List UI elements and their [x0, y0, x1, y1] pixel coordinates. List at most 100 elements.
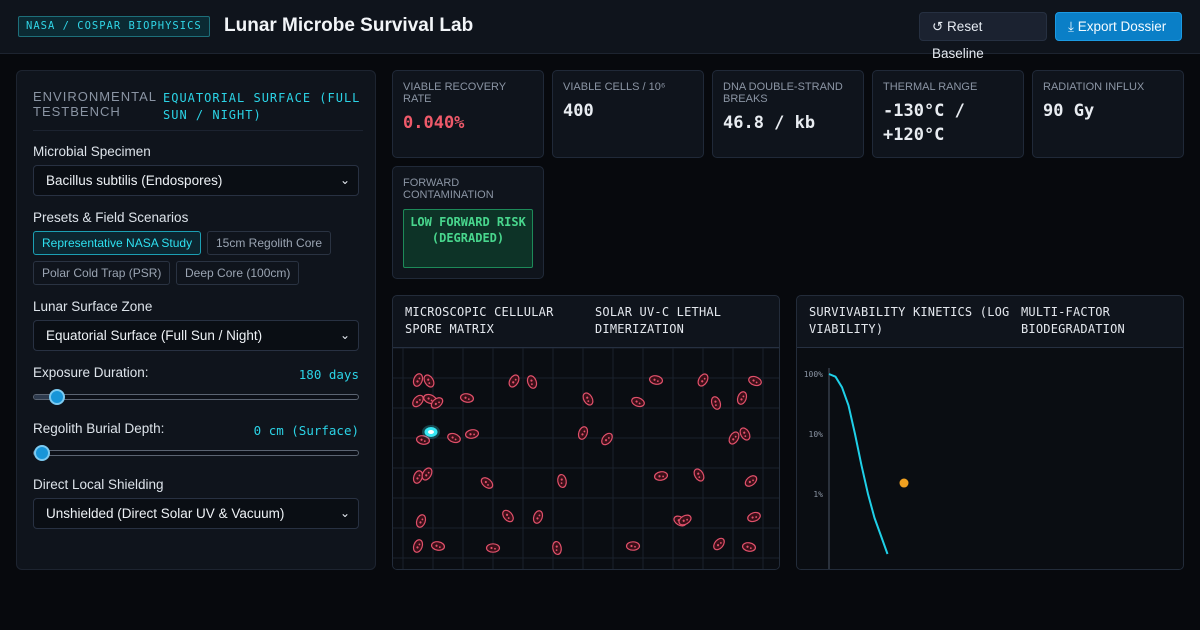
spore-membrane — [421, 467, 433, 481]
spore-core — [507, 517, 510, 519]
spore-membrane — [653, 471, 669, 481]
spore-cell — [713, 537, 725, 551]
metric-label: DNA Double-Strand Breaks — [723, 81, 843, 105]
spore-membrane — [508, 374, 520, 388]
spore-core — [752, 479, 754, 482]
spore-core — [638, 402, 641, 405]
metric-card-radiation-influx: Radiation Influx 90 Gy — [1032, 70, 1184, 158]
spore-membrane — [412, 373, 424, 387]
uv-panel-title: SOLAR UV-C LETHAL DIMERIZATION — [595, 305, 722, 336]
shielding-label: Direct Local Shielding — [33, 477, 164, 492]
spore-core — [454, 438, 457, 441]
metric-value: 0.040% — [403, 113, 465, 133]
spore-core — [716, 544, 720, 547]
specimen-label: Microbial Specimen — [33, 144, 151, 159]
exposure-slider[interactable] — [33, 389, 359, 405]
specimen-select[interactable]: Bacillus subtilis (Endospores) ⌄ — [33, 165, 359, 196]
spore-core — [748, 480, 751, 484]
spore-core — [682, 519, 685, 522]
shielding-select-value: Unshielded (Direct Solar UV & Vacuum) — [46, 506, 285, 521]
kinetics-chart-svg: 100% 10% 1% — [804, 368, 909, 569]
spore-panel-title: MICROSCOPIC CELLULAR SPORE MATRIX — [405, 305, 554, 336]
spore-core — [703, 377, 706, 380]
current-viability-marker[interactable] — [899, 478, 909, 488]
spore-cell — [710, 396, 722, 410]
metric-label: Viable Cells / 10⁶ — [563, 81, 666, 93]
spore-cell — [582, 392, 594, 406]
preset-regolith-core[interactable]: 15cm Regolith Core — [207, 231, 332, 255]
spore-core — [742, 395, 745, 398]
spore-membrane — [430, 541, 446, 551]
spore-core — [746, 545, 749, 548]
spore-cell — [744, 475, 758, 487]
spore-core — [755, 516, 758, 518]
forward-contamination-card: Forward Contamination LOW FORWARD RISK (… — [392, 166, 544, 279]
kinetics-chart-area: 100% 10% 1% — [797, 348, 1183, 569]
preset-polar-cold-trap[interactable]: Polar Cold Trap (PSR) — [33, 261, 171, 285]
spore-membrane — [430, 397, 444, 409]
spore-core — [416, 546, 419, 549]
spore-core — [697, 472, 700, 475]
spore-core — [751, 516, 754, 519]
spore-membrane — [415, 435, 431, 445]
reset-baseline-button[interactable]: ↺ Reset Baseline — [919, 12, 1047, 61]
agency-badge: NASA / COSPAR BIOPHYSICS — [18, 16, 210, 37]
spore-matrix-canvas[interactable] — [393, 347, 779, 569]
spore-core — [555, 549, 558, 552]
spore-core — [467, 398, 470, 401]
viable-spore[interactable] — [422, 425, 440, 439]
spore-cell — [697, 373, 709, 387]
spore-cell — [736, 391, 748, 405]
metric-card-viable-cells: Viable Cells / 10⁶ 400 — [552, 70, 704, 158]
spore-membrane — [713, 537, 725, 551]
spore-cell — [415, 514, 427, 528]
metric-value: 90 Gy — [1043, 101, 1095, 121]
spore-cell — [464, 429, 480, 439]
exposure-slider-thumb[interactable] — [48, 389, 65, 405]
export-dossier-button[interactable]: ⤓ Export Dossier — [1055, 12, 1182, 41]
spore-cell — [412, 539, 424, 553]
spore-core — [418, 474, 421, 477]
spore-core — [490, 546, 493, 550]
spore-cell — [423, 374, 435, 388]
spore-cell — [552, 540, 562, 556]
zone-select[interactable]: Equatorial Surface (Full Sun / Night) ⌄ — [33, 320, 359, 351]
spore-cell — [508, 374, 520, 388]
spore-membrane — [739, 427, 751, 441]
spore-cell — [459, 393, 475, 403]
spore-core — [656, 380, 659, 383]
risk-status-badge: LOW FORWARD RISK (DEGRADED) — [403, 209, 533, 268]
burial-slider-thumb[interactable] — [34, 445, 50, 461]
metric-label: Forward Contamination — [403, 177, 494, 201]
spore-core — [438, 546, 441, 549]
spore-core — [715, 404, 717, 407]
zone-label: Lunar Surface Zone — [33, 299, 153, 314]
spore-core — [586, 396, 589, 399]
spore-core — [487, 483, 489, 486]
y-tick-label: 10% — [809, 430, 824, 439]
spore-cell — [412, 394, 424, 408]
spore-core — [418, 543, 421, 546]
burial-label: Regolith Burial Depth: — [33, 421, 165, 436]
burial-slider[interactable] — [33, 445, 359, 461]
specimen-select-value: Bacillus subtilis (Endospores) — [46, 173, 223, 188]
spore-core — [743, 431, 746, 434]
preset-deep-core[interactable]: Deep Core (100cm) — [176, 261, 300, 285]
kinetics-panel-title: SURVIVABILITY KINETICS (LOG VIABILITY) — [809, 305, 1010, 336]
spore-core — [634, 545, 636, 548]
spore-cell — [631, 396, 645, 408]
spore-core — [505, 513, 509, 516]
spore-core — [587, 400, 590, 403]
metric-label: Thermal Range — [883, 81, 978, 93]
spore-core — [658, 475, 661, 478]
spore-membrane — [693, 468, 705, 482]
spore-membrane — [601, 432, 613, 446]
shielding-select[interactable]: Unshielded (Direct Solar UV & Vacuum) ⌄ — [33, 498, 359, 529]
spore-core — [662, 475, 665, 478]
preset-nasa-study[interactable]: Representative NASA Study — [33, 231, 202, 255]
metric-card-recovery-rate: Viable Recovery Rate 0.040% — [392, 70, 544, 158]
spore-core — [430, 399, 433, 402]
viable-spore-core — [428, 430, 434, 434]
spore-membrane — [631, 396, 645, 408]
spore-matrix-svg — [393, 347, 779, 569]
